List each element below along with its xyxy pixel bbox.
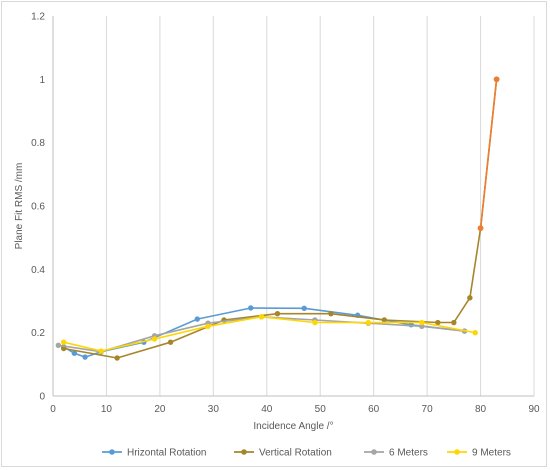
y-tick-label: 0.4 <box>31 265 45 276</box>
legend-item: Hrizontal Rotation <box>102 448 206 459</box>
series-line-9-meters <box>63 316 476 352</box>
legend-item: Vertical Rotation <box>234 448 332 459</box>
series-hrizontal-rotation <box>60 305 468 360</box>
data-point <box>98 348 104 354</box>
data-point <box>151 336 158 342</box>
data-point <box>114 355 120 361</box>
y-tick-label: 1.2 <box>31 12 45 23</box>
data-point <box>60 345 67 352</box>
x-axis-title: Incidence Angle /° <box>253 421 333 432</box>
data-point <box>467 295 473 301</box>
x-tick-label: 80 <box>475 404 487 415</box>
legend-label: 6 Meters <box>389 448 428 459</box>
y-tick-label: 0.2 <box>31 328 45 339</box>
data-point <box>71 350 78 356</box>
data-point <box>435 319 441 326</box>
x-tick-label: 50 <box>315 404 327 415</box>
highlight-group <box>477 76 500 232</box>
data-point <box>194 316 200 322</box>
series-9-meters <box>60 314 478 354</box>
data-point <box>55 342 62 349</box>
axes <box>52 16 534 397</box>
series-group <box>55 76 500 361</box>
highlight-point <box>493 76 500 83</box>
x-tick-label: 40 <box>261 404 273 415</box>
y-tick-label: 0 <box>39 392 45 403</box>
y-axis-title: Plane Fit RMS /mm <box>14 163 25 250</box>
x-tick-label: 70 <box>422 404 434 415</box>
x-tick-label: 20 <box>154 404 166 415</box>
data-point <box>60 339 67 345</box>
legend-label: Hrizontal Rotation <box>127 448 206 459</box>
series-vertical-rotation <box>60 76 500 361</box>
legend-swatch-marker <box>241 449 247 455</box>
data-point <box>167 339 174 345</box>
legend-swatch-marker <box>371 449 377 455</box>
data-point <box>472 329 478 336</box>
data-point <box>82 354 88 360</box>
data-point <box>419 319 425 326</box>
legend-label: 9 Meters <box>472 448 511 459</box>
data-point <box>274 310 281 317</box>
y-tick-label: 1 <box>39 75 45 86</box>
data-point <box>205 323 211 330</box>
legend-label: Vertical Rotation <box>259 448 332 459</box>
data-point <box>419 323 425 330</box>
data-point <box>451 319 457 326</box>
y-tick-label: 0.8 <box>31 138 45 149</box>
data-point <box>328 310 334 317</box>
x-tick-label: 10 <box>101 404 113 415</box>
legend-swatch-marker <box>109 449 115 455</box>
series-line-vertical-rotation <box>63 79 498 359</box>
legend-item: 6 Meters <box>364 448 428 459</box>
data-point <box>365 319 372 326</box>
y-tick-label: 0.6 <box>31 202 45 213</box>
data-point <box>248 305 254 311</box>
x-tick-label: 60 <box>368 404 380 415</box>
tick-labels: 0 10 20 30 40 50 60 70 80 90 0 0.2 0.4 0.6 0.8 1 1.2 <box>31 12 540 416</box>
x-tick-label: 0 <box>50 404 56 415</box>
x-tick-label: 90 <box>528 404 540 415</box>
x-tick-label: 30 <box>208 404 220 415</box>
data-point <box>312 319 318 326</box>
grid <box>105 16 535 396</box>
highlight-point <box>477 225 484 232</box>
legend: Hrizontal Rotation Vertical Rotation 6 Met… <box>102 448 511 459</box>
legend-swatch-marker <box>454 449 460 455</box>
data-point <box>301 305 307 311</box>
data-point <box>258 314 265 320</box>
highlight-line <box>479 79 498 229</box>
data-point <box>381 317 388 323</box>
legend-item: 9 Meters <box>447 448 511 459</box>
